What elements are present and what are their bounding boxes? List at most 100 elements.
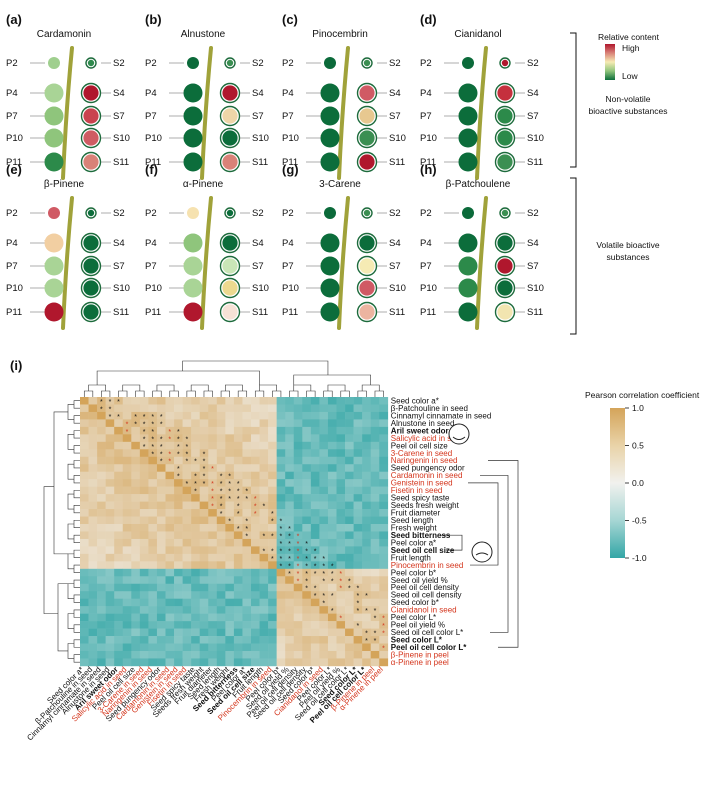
heat-cell — [148, 509, 158, 517]
heat-cell — [114, 523, 124, 532]
stage-label: S11 — [389, 157, 405, 168]
heat-cell — [131, 606, 141, 614]
heat-cell — [174, 568, 183, 577]
heat-cell — [139, 643, 149, 652]
stage-label: P7 — [420, 261, 432, 272]
heat-cell — [199, 397, 209, 405]
heat-cell — [139, 471, 149, 480]
heat-cell — [379, 501, 389, 510]
heat-cell — [216, 501, 226, 510]
heat-cell — [285, 516, 295, 525]
stage-label: S7 — [252, 261, 264, 272]
heat-cell — [242, 494, 252, 502]
heat-cell — [182, 636, 192, 644]
heat-cell — [370, 494, 380, 502]
heat-cell — [353, 576, 363, 585]
heat-cell — [216, 486, 226, 495]
heat-cell — [225, 509, 235, 517]
heat-cell — [370, 404, 380, 413]
heat-cell — [336, 434, 346, 443]
significance-marker: * — [280, 563, 283, 570]
heat-cell — [362, 471, 371, 480]
heat-cell — [336, 486, 346, 495]
heat-cell — [362, 538, 371, 547]
legend-high: High — [622, 43, 640, 53]
heat-cell — [353, 598, 363, 607]
heat-cell — [336, 628, 346, 637]
stage-label: S2 — [527, 58, 539, 69]
heat-cell — [251, 531, 260, 540]
heat-cell — [191, 606, 200, 614]
significance-marker: * — [126, 429, 129, 436]
heat-cell — [156, 426, 166, 435]
heat-cell — [225, 419, 235, 428]
stage-label: P4 — [6, 238, 18, 249]
heat-cell — [88, 621, 98, 629]
heat-cell — [310, 419, 320, 428]
heat-cell — [225, 486, 235, 495]
significance-marker: * — [339, 571, 342, 578]
significance-marker: * — [220, 511, 223, 518]
heat-cell — [122, 561, 132, 570]
heat-cell — [122, 531, 132, 540]
heat-cell — [379, 426, 389, 435]
heat-cell — [370, 583, 380, 592]
heat-cell — [242, 464, 252, 472]
heat-cell — [233, 658, 243, 667]
heat-cell — [165, 471, 175, 480]
heat-cell — [379, 494, 389, 502]
heat-cell — [251, 643, 260, 652]
heat-cell — [319, 449, 329, 458]
heat-cell — [80, 464, 89, 472]
heat-cell — [251, 449, 260, 458]
dendro-branch — [182, 360, 329, 375]
heat-cell — [242, 583, 252, 592]
dendro-branch — [43, 486, 58, 614]
heat-cell — [285, 583, 295, 592]
heat-cell — [345, 546, 354, 555]
stem — [475, 196, 488, 330]
heat-cell — [97, 643, 106, 652]
heat-cell — [285, 636, 295, 644]
heat-cell — [353, 397, 363, 405]
heat-cell — [259, 561, 269, 570]
heat-cell — [208, 643, 218, 652]
heat-cell — [362, 479, 371, 487]
heat-cell — [251, 404, 260, 413]
significance-marker: * — [280, 548, 283, 555]
heat-cell — [319, 613, 329, 622]
heat-cell — [139, 553, 149, 562]
heat-cell — [165, 606, 175, 614]
significance-marker: * — [314, 586, 317, 593]
heat-cell — [327, 441, 337, 450]
heat-cell — [345, 523, 354, 532]
heat-cell — [319, 576, 329, 585]
stage-label: P7 — [282, 261, 294, 272]
heat-cell — [370, 523, 380, 532]
heat-cell — [353, 531, 363, 540]
heat-cell — [345, 516, 354, 525]
heat-cell — [105, 479, 115, 487]
heat-cell — [327, 434, 337, 443]
heat-cell — [139, 523, 149, 532]
heat-cell — [251, 650, 260, 659]
heat-cell — [97, 598, 106, 607]
heat-cell — [370, 606, 380, 614]
stage-label: P4 — [145, 88, 157, 99]
heat-cell — [233, 449, 243, 458]
heat-cell — [285, 658, 295, 667]
heat-cell — [259, 583, 269, 592]
heat-cell — [208, 561, 218, 570]
heat-cell — [156, 516, 166, 525]
heat-cell — [139, 561, 149, 570]
heat-cell — [216, 516, 226, 525]
heat-cell — [105, 486, 115, 495]
heat-cell — [122, 606, 132, 614]
heat-cell — [199, 628, 209, 637]
heat-cell — [208, 471, 218, 480]
stage-label: S10 — [113, 283, 130, 294]
heat-cell — [276, 628, 286, 637]
heat-cell — [276, 419, 286, 428]
heat-cell — [345, 441, 354, 450]
heat-cell — [156, 464, 166, 472]
